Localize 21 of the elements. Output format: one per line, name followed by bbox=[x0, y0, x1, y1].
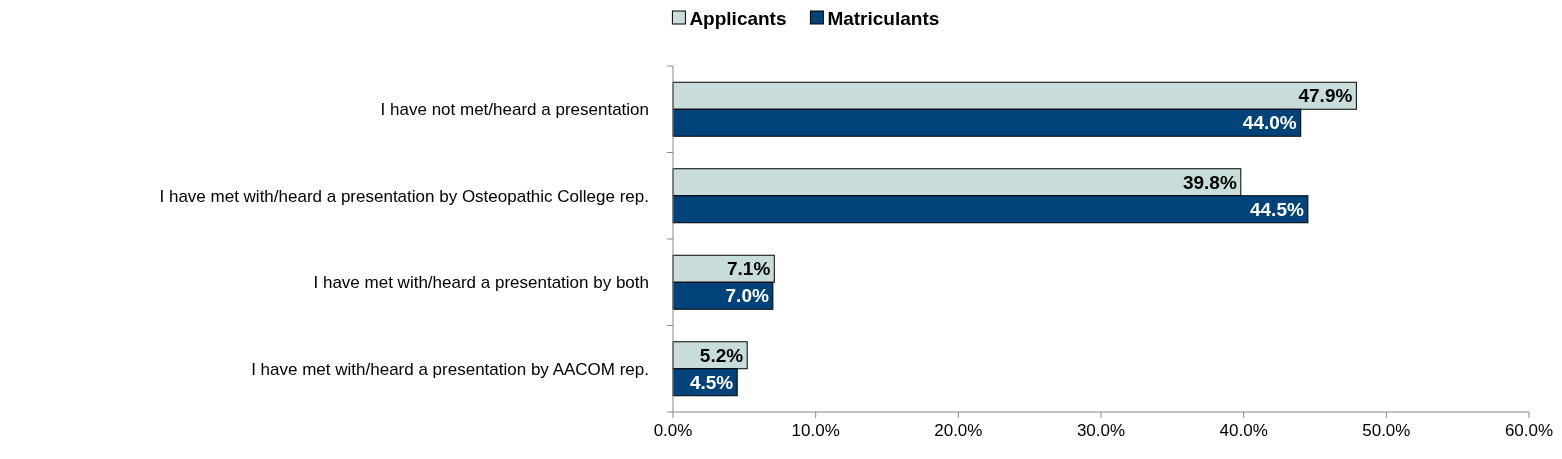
y-tick-label: I have not met/heard a presentation bbox=[380, 100, 649, 120]
x-tick-label: 60.0% bbox=[1504, 421, 1554, 440]
data-label: 7.0% bbox=[725, 285, 769, 307]
data-label: 44.5% bbox=[1249, 198, 1304, 220]
x-tick-label: 50.0% bbox=[1362, 421, 1411, 440]
y-tick-label: I have met with/heard a presentation by Osteopathic College rep. bbox=[159, 186, 649, 206]
x-tick-label: 30.0% bbox=[1076, 421, 1126, 440]
x-tick-label: 40.0% bbox=[1219, 421, 1268, 440]
data-label: 39.8% bbox=[1182, 171, 1237, 193]
data-label: 7.1% bbox=[726, 258, 771, 280]
data-label: 5.2% bbox=[699, 344, 744, 366]
x-tick-label: 20.0% bbox=[934, 421, 983, 440]
x-tick-label: 10.0% bbox=[791, 421, 840, 440]
legend-label: Matriculants bbox=[827, 7, 940, 29]
data-label: 4.5% bbox=[689, 371, 734, 393]
data-label: 47.9% bbox=[1298, 85, 1353, 107]
y-tick-label: I have met with/heard a presentation by AACOM rep. bbox=[251, 359, 649, 379]
y-tick-label: I have met with/heard a presentation by both bbox=[313, 273, 649, 293]
data-label: 44.0% bbox=[1242, 112, 1297, 134]
legend-label: Applicants bbox=[689, 7, 787, 29]
x-tick-label: 0.0% bbox=[653, 421, 693, 440]
